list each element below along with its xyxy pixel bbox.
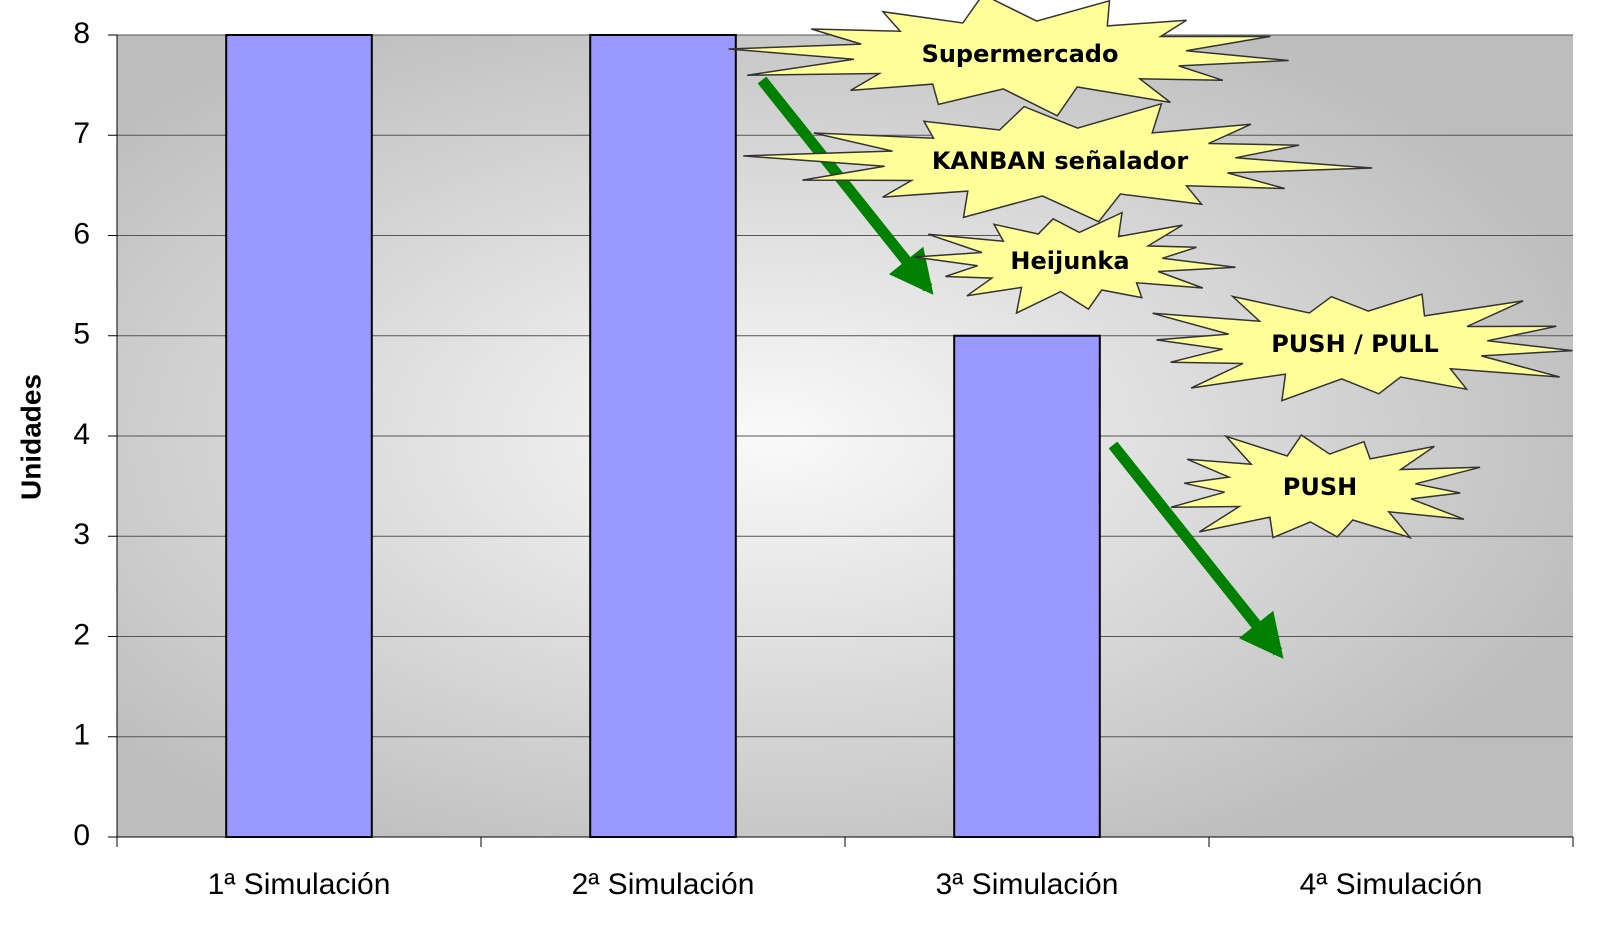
arrow: [1108, 441, 1284, 659]
y-tick-label: 5: [73, 318, 90, 351]
x-tick-label: 1ª Simulación: [208, 868, 391, 901]
bar: [589, 34, 737, 838]
y-tick-label: 8: [73, 17, 90, 50]
arrow: [757, 76, 934, 295]
starburst: [728, 0, 1289, 117]
bar: [225, 34, 373, 838]
starburst: [1152, 293, 1573, 402]
starburst: [1170, 434, 1481, 539]
y-axis-label: Unidades: [15, 374, 46, 500]
annotation: PUSH / PULL: [1271, 330, 1439, 358]
starburst: [914, 211, 1236, 315]
y-tick-label: 4: [73, 418, 90, 451]
bar: [953, 334, 1101, 838]
x-tick-label: 3ª Simulación: [936, 868, 1119, 901]
y-tick-label: 1: [73, 719, 90, 752]
y-tick-label: 6: [73, 217, 90, 250]
annotation: PUSH: [1283, 473, 1357, 501]
starburst: [743, 102, 1373, 223]
x-tick-label: 2ª Simulación: [572, 868, 755, 901]
y-tick-label: 7: [73, 117, 90, 150]
annotation: KANBAN señalador: [932, 147, 1189, 175]
x-tick-label: 4ª Simulación: [1300, 868, 1483, 901]
y-tick-label: 0: [73, 819, 90, 852]
y-tick-label: 3: [73, 518, 90, 551]
annotation: Supermercado: [922, 40, 1119, 68]
annotation: Heijunka: [1010, 247, 1129, 275]
y-tick-label: 2: [73, 618, 90, 651]
